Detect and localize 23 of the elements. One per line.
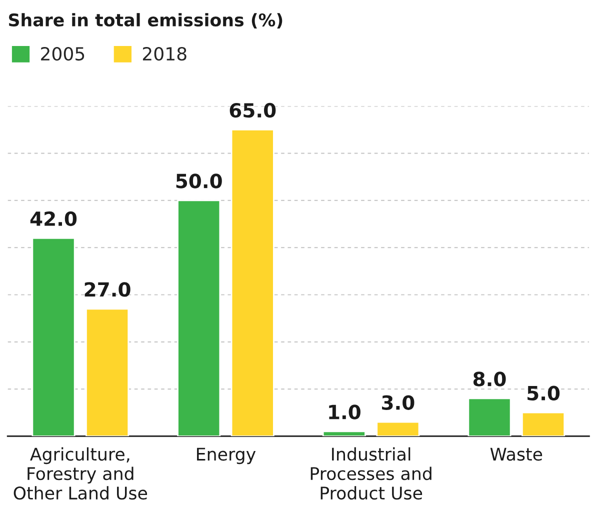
x-tick-label: Agriculture, Forestry and Other Land Use: [14, 447, 148, 500]
x-tick-label: Waste: [490, 448, 542, 461]
bar: [86, 308, 130, 436]
data-label: 65.0: [230, 102, 276, 118]
bar: [230, 129, 274, 436]
bar: [177, 200, 221, 436]
legend-label: 2005: [41, 46, 84, 61]
bar: [376, 421, 420, 436]
data-label: 5.0: [528, 386, 560, 401]
data-label: 27.0: [84, 282, 130, 297]
bar: [32, 237, 76, 436]
legend-label: 2018: [142, 46, 186, 61]
x-tick-label: Industrial Processes and Product Use: [310, 447, 432, 500]
data-label: 50.0: [176, 174, 222, 188]
chart-title: Share in total emissions (%): [8, 13, 282, 29]
data-label: 1.0: [329, 404, 360, 420]
bar: [468, 398, 512, 436]
x-tick-label: Energy: [197, 448, 256, 464]
data-label: 42.0: [30, 211, 77, 226]
bar: [522, 412, 566, 436]
bar: [322, 430, 366, 436]
data-label: 8.0: [473, 372, 506, 386]
data-label: 3.0: [382, 395, 414, 410]
